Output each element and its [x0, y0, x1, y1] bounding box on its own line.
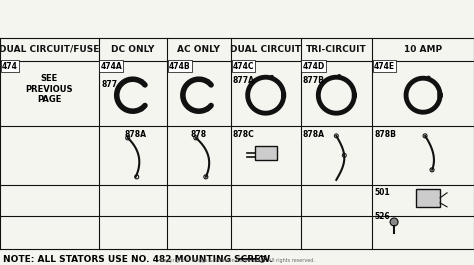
Text: 877B: 877B [302, 76, 324, 85]
Text: 10 AMP: 10 AMP [404, 45, 442, 54]
Circle shape [126, 136, 130, 140]
Bar [255, 146, 277, 160]
Text: 877: 877 [101, 80, 118, 89]
Text: 501: 501 [374, 188, 390, 197]
Text: 877A: 877A [233, 76, 255, 85]
Circle shape [423, 134, 427, 138]
Circle shape [427, 76, 430, 79]
Circle shape [140, 108, 143, 111]
Text: 474C: 474C [233, 61, 255, 70]
Circle shape [342, 153, 346, 157]
Text: 474B: 474B [169, 61, 191, 70]
Circle shape [206, 108, 210, 111]
Text: DUAL CIRCUIT/FUSE: DUAL CIRCUIT/FUSE [0, 45, 100, 54]
Circle shape [206, 80, 210, 83]
Text: DUAL CIRCUIT: DUAL CIRCUIT [230, 45, 301, 54]
Text: 878A: 878A [302, 130, 325, 139]
Text: 474D: 474D [302, 61, 325, 70]
Text: NOTE: ALL STATORS USE NO. 482 MOUNTING SCREW.: NOTE: ALL STATORS USE NO. 482 MOUNTING S… [3, 255, 273, 264]
Text: TRI-CIRCUIT: TRI-CIRCUIT [306, 45, 367, 54]
Text: DC ONLY: DC ONLY [111, 45, 155, 54]
Circle shape [270, 76, 273, 78]
Circle shape [338, 75, 341, 78]
Text: 526: 526 [374, 212, 390, 221]
Circle shape [430, 168, 434, 172]
Circle shape [390, 218, 398, 226]
Text: AC ONLY: AC ONLY [177, 45, 220, 54]
Text: 878C: 878C [233, 130, 255, 139]
Text: 474A: 474A [100, 61, 122, 70]
Circle shape [194, 136, 198, 140]
Circle shape [204, 175, 208, 179]
Circle shape [140, 80, 143, 83]
Text: 878A: 878A [125, 130, 147, 139]
Text: Copyright © Briggs & Stratton Corporation. All rights reserved.: Copyright © Briggs & Stratton Corporatio… [160, 257, 314, 263]
Text: 878B: 878B [374, 130, 396, 139]
Text: 474E: 474E [374, 61, 395, 70]
Circle shape [334, 134, 338, 138]
Bar [416, 189, 440, 207]
Circle shape [135, 175, 139, 179]
Text: 474: 474 [2, 61, 18, 70]
Text: SEE
PREVIOUS
PAGE: SEE PREVIOUS PAGE [26, 74, 73, 104]
Text: 878: 878 [191, 130, 207, 139]
